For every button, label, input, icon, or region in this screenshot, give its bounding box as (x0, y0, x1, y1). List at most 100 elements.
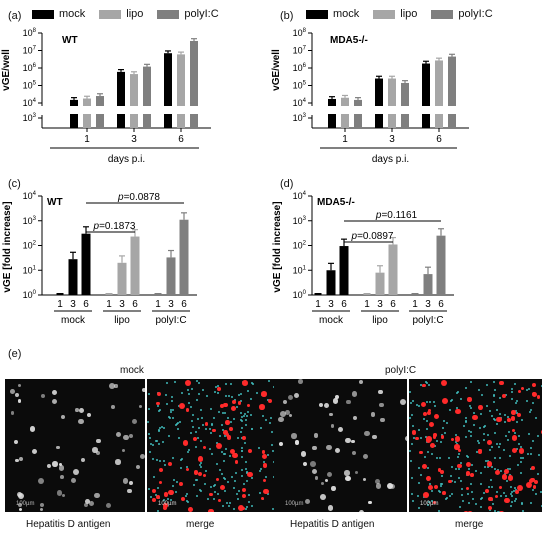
dapi-signal (455, 434, 458, 437)
dapi-signal (158, 427, 161, 430)
hdag-signal (518, 448, 525, 454)
dapi-signal (165, 403, 168, 406)
dapi-signal (243, 483, 246, 486)
dapi-signal (164, 394, 167, 397)
dapi-signal (459, 506, 462, 509)
dapi-signal (428, 501, 431, 504)
panel-c-p-value: p=0.0878 (117, 192, 160, 203)
hdag-signal (511, 416, 516, 421)
dapi-signal (243, 415, 246, 418)
dapi-signal (425, 400, 428, 403)
dapi-signal (412, 400, 415, 403)
legend-b: mock lipo polyI:C (306, 8, 493, 20)
panel-c-y-axis-label: vGE [fold increase] (2, 201, 13, 292)
hdag-signal (428, 421, 434, 427)
dapi-signal (520, 502, 523, 505)
dapi-signal (179, 467, 182, 470)
nucleus-signal (372, 434, 377, 440)
panel-d-bar-mock-day3 (326, 270, 336, 295)
hdag-signal (488, 505, 493, 510)
dapi-signal (198, 489, 201, 492)
dapi-signal (493, 394, 496, 397)
dapi-signal (155, 459, 158, 462)
dapi-signal (428, 400, 431, 403)
dapi-signal (240, 412, 243, 415)
panel-c-bar-polyic-day3 (166, 257, 176, 295)
dapi-signal (241, 468, 244, 471)
dapi-signal (439, 490, 442, 493)
panel-c-y-tick-label: 103 (23, 216, 37, 226)
dapi-signal (272, 460, 275, 463)
dapi-signal (228, 504, 231, 507)
dapi-signal (166, 382, 169, 385)
dapi-signal (259, 470, 262, 473)
panel-b-bar-lipo-day6 (435, 60, 443, 128)
hdag-signal (525, 482, 532, 488)
dapi-signal (185, 465, 188, 468)
dapi-signal (506, 439, 509, 442)
panel-a-x-tick-label: 6 (178, 134, 184, 145)
panel-a-axis-break (116, 106, 126, 114)
dapi-signal (419, 437, 422, 440)
dapi-signal (185, 492, 188, 495)
dapi-signal (491, 503, 494, 506)
dapi-signal (473, 423, 476, 426)
dapi-signal (432, 400, 435, 403)
nucleus-signal (332, 398, 339, 404)
dapi-signal (493, 431, 496, 434)
nucleus-signal (111, 404, 115, 409)
dapi-signal (244, 419, 247, 422)
dapi-signal (272, 449, 275, 452)
hdag-signal (223, 430, 228, 436)
nucleus-signal (14, 392, 19, 397)
nucleus-signal (331, 424, 335, 428)
legend-label-polyic: polyI:C (458, 8, 493, 20)
hdag-signal (465, 471, 471, 476)
nucleus-signal (29, 426, 36, 432)
hdag-signal (496, 416, 503, 423)
hdag-signal (157, 392, 162, 397)
panel-d-day-tick-label: 6 (438, 299, 444, 310)
dapi-signal (444, 431, 447, 434)
nucleus-signal (58, 465, 65, 471)
dapi-signal (483, 432, 486, 435)
dapi-signal (498, 446, 501, 449)
hdag-signal (533, 485, 537, 489)
dapi-signal (152, 444, 155, 447)
dapi-signal (176, 480, 179, 483)
dapi-signal (444, 497, 447, 500)
dapi-signal (479, 506, 482, 509)
dapi-signal (526, 453, 529, 456)
nucleus-signal (323, 402, 330, 409)
panel-a-x-tick-label: 1 (84, 134, 90, 145)
panel-c-day-tick-label: 3 (168, 299, 174, 310)
hdag-signal (246, 471, 253, 478)
dapi-signal (178, 436, 181, 439)
hdag-signal (536, 395, 541, 399)
hdag-signal (504, 497, 511, 504)
dapi-signal (247, 389, 250, 392)
nucleus-signal (331, 486, 336, 491)
nucleus-signal (59, 474, 64, 479)
nucleus-signal (368, 500, 372, 505)
hdag-signal (156, 402, 160, 406)
dapi-signal (150, 442, 153, 445)
dapi-signal (515, 447, 518, 450)
nucleus-signal (370, 412, 376, 417)
dapi-signal (229, 455, 232, 458)
dapi-signal (250, 505, 253, 507)
dapi-signal (469, 434, 472, 437)
dapi-signal (457, 390, 460, 393)
dapi-signal (170, 395, 173, 398)
dapi-signal (456, 455, 459, 458)
nucleus-signal (320, 494, 327, 501)
dapi-signal (177, 427, 180, 430)
nucleus-signal (40, 394, 46, 399)
panel-d-day-tick-label: 1 (364, 299, 370, 310)
dapi-signal (531, 489, 534, 492)
dapi-signal (494, 456, 497, 459)
dapi-signal (423, 417, 426, 420)
hdag-signal (238, 505, 244, 512)
hdag-signal (411, 429, 417, 435)
hdag-signal (202, 446, 207, 450)
